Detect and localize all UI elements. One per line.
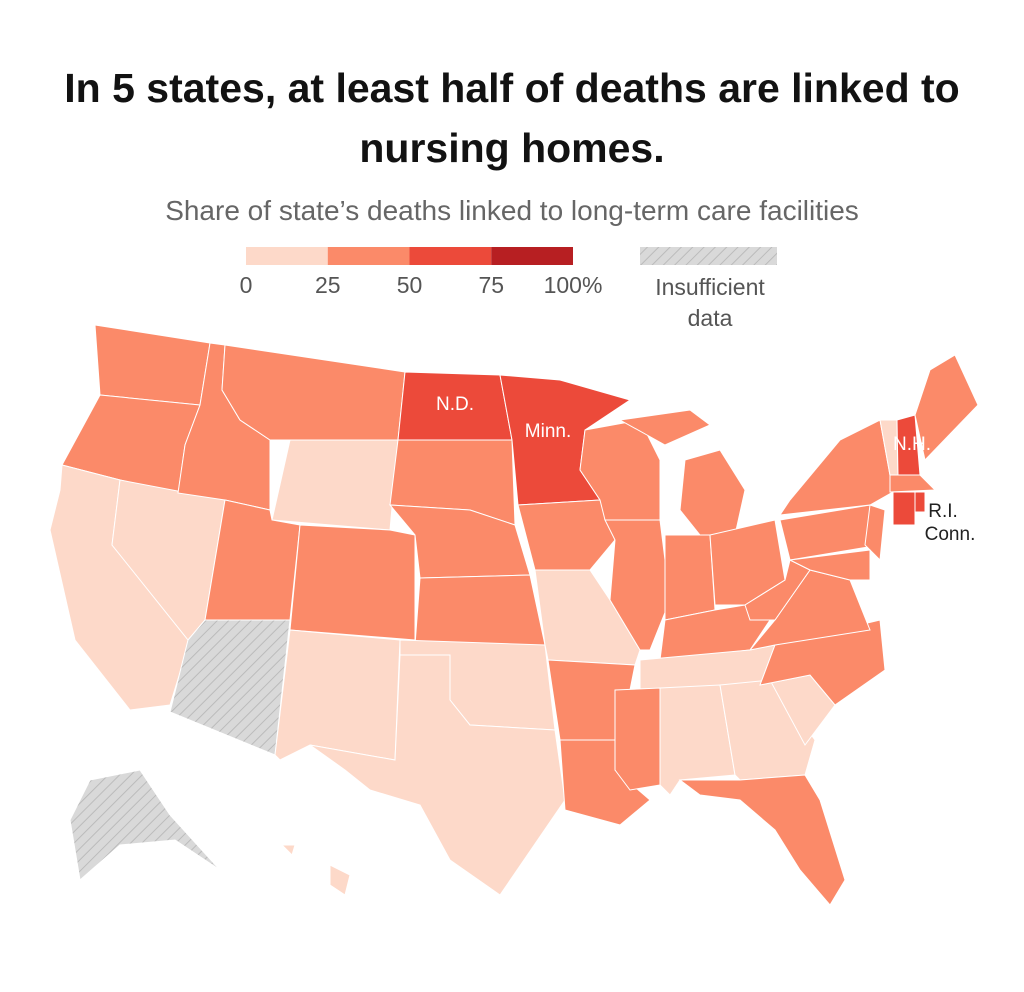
state (679, 449, 746, 536)
state-label: Conn. (925, 524, 976, 545)
state (864, 504, 886, 562)
legend-swatch (327, 247, 410, 265)
state (289, 524, 416, 641)
title: In 5 states, at least half of deaths are… (64, 65, 960, 171)
state (69, 769, 221, 881)
state (414, 574, 546, 646)
state-label: N.H. (893, 434, 931, 455)
state-label: R.I. (928, 501, 958, 522)
state (534, 569, 641, 666)
legend-tick-label: 100% (544, 272, 603, 298)
legend-tick-label: 25 (315, 272, 341, 298)
state (309, 654, 566, 896)
state (788, 549, 871, 581)
no-data-swatch (640, 247, 777, 265)
state (280, 844, 296, 856)
state (889, 474, 937, 493)
legend-tick-label: 50 (397, 272, 423, 298)
state (914, 354, 979, 462)
state (604, 519, 671, 651)
state-label: Minn. (525, 421, 571, 442)
state (517, 499, 616, 571)
state (914, 491, 926, 513)
state (678, 774, 846, 906)
subtitle: Share of state’s deaths linked to long-t… (165, 195, 859, 226)
state (94, 324, 211, 406)
legend-swatch (409, 247, 492, 265)
legend-tick-label: 0 (240, 272, 253, 298)
legend-swatch (246, 247, 328, 265)
state (169, 619, 291, 756)
state (274, 629, 401, 761)
state (329, 864, 351, 896)
state (618, 409, 711, 446)
state (614, 687, 661, 791)
state-label: N.D. (436, 394, 474, 415)
state (271, 439, 399, 531)
state (221, 344, 406, 441)
state (892, 491, 916, 526)
legend-tick-label: 75 (478, 272, 504, 298)
state (778, 419, 894, 516)
no-data-label: Insufficient data (655, 274, 765, 331)
state (664, 534, 716, 621)
legend-swatch (491, 247, 573, 265)
